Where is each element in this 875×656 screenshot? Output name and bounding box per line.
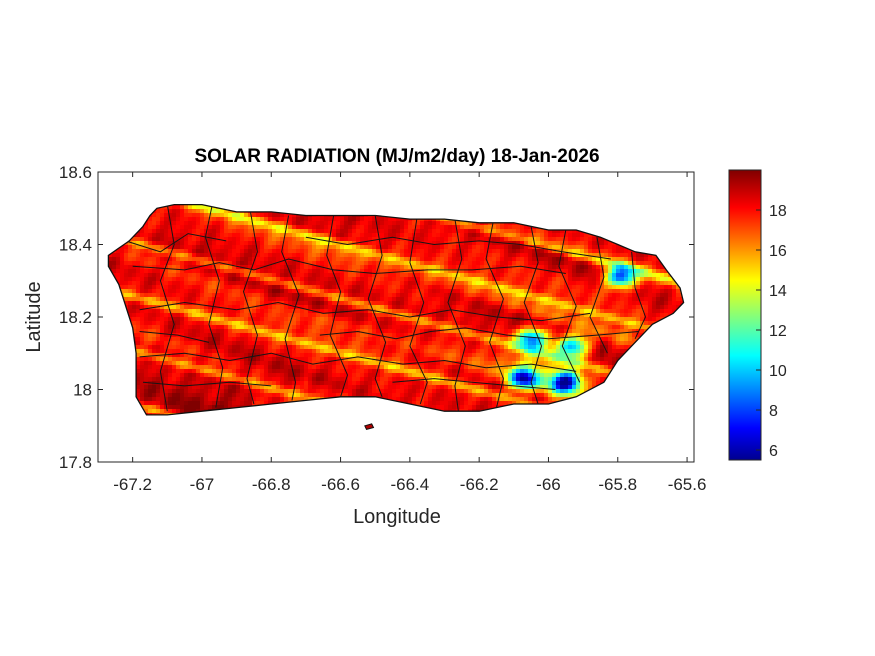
islet-caja-de-muertos (364, 423, 375, 430)
municipal-border (139, 352, 577, 372)
municipal-border (392, 378, 556, 390)
y-tick-label: 18 (73, 381, 92, 400)
municipal-border (631, 251, 647, 340)
municipal-border (139, 331, 210, 343)
municipal-border (242, 211, 258, 405)
x-tick-label: -66.6 (321, 475, 360, 494)
x-tick-label: -67.2 (113, 475, 152, 494)
x-tick-label: -66.4 (390, 475, 429, 494)
y-axis-label: Latitude (23, 281, 45, 352)
municipal-border (125, 233, 227, 253)
x-axis-label: Longitude (353, 506, 441, 528)
x-axis: -67.2 -67 -66.8 -66.6 -66.4 -66.2 -66 -65.8 -65.… (113, 172, 706, 494)
municipal-border (319, 327, 639, 340)
colorbar-tick-label: 10 (769, 363, 787, 380)
colorbar-tick-label: 16 (769, 243, 787, 260)
municipal-border (139, 301, 591, 322)
x-tick-label: -65.6 (668, 475, 707, 494)
municipal-border (485, 222, 504, 408)
colorbar-tick-label: 12 (769, 323, 787, 340)
y-tick-label: 18.4 (59, 236, 92, 255)
municipal-border (326, 215, 349, 397)
x-tick-label: -66 (536, 475, 561, 494)
colorbar-tick-label: 14 (769, 283, 787, 300)
municipal-border (523, 226, 543, 405)
municipal-border (204, 204, 224, 408)
y-tick-label: 18.2 (59, 308, 92, 327)
x-tick-label: -65.8 (598, 475, 637, 494)
x-tick-label: -66.2 (460, 475, 499, 494)
y-tick-label: 18.6 (59, 163, 92, 182)
municipal-border (142, 381, 272, 387)
island-outline (107, 203, 685, 416)
colorbar-tick-label: 6 (769, 443, 778, 460)
colorbar: 6 8 10 12 14 16 18 (728, 169, 787, 461)
municipal-border (558, 229, 581, 383)
x-tick-label: -67 (190, 475, 215, 494)
chart-title: SOLAR RADIATION (MJ/m2/day) 18-Jan-2026 (194, 146, 599, 167)
municipal-border (447, 219, 466, 412)
colorbar-ticks: 6 8 10 12 14 16 18 (756, 203, 787, 460)
colorbar-tick-label: 8 (769, 403, 778, 420)
y-tick-label: 17.8 (59, 453, 92, 472)
y-axis: 17.8 18 18.2 18.4 18.6 (59, 163, 694, 472)
colorbar-tick-label: 18 (769, 203, 787, 220)
municipal-border (132, 258, 566, 275)
municipal-border (367, 215, 387, 397)
colorbar-gradient (728, 169, 762, 461)
municipal-border (159, 204, 175, 412)
municipal-border (305, 236, 611, 260)
municipal-border (409, 219, 428, 405)
municipal-borders (125, 204, 647, 412)
municipal-border (281, 215, 300, 401)
x-tick-label: -66.8 (252, 475, 291, 494)
